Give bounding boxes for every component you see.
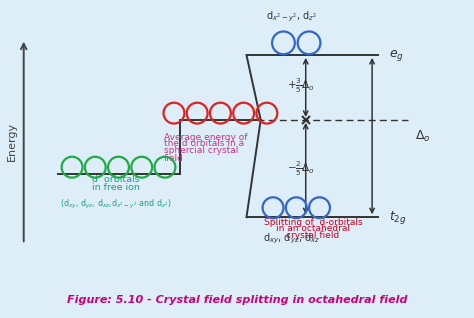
Text: Splitting of  d-orbitals: Splitting of d-orbitals <box>264 218 362 227</box>
Text: d  orbitals: d orbitals <box>92 175 140 184</box>
Text: $t_{2g}$: $t_{2g}$ <box>389 209 406 226</box>
Text: the d orbitals in a: the d orbitals in a <box>164 139 244 148</box>
Text: $\Delta_o$: $\Delta_o$ <box>415 128 430 144</box>
Text: $-\frac{2}{5}\Delta_o$: $-\frac{2}{5}\Delta_o$ <box>287 159 315 178</box>
Text: (d$_{xy}$, d$_{yz}$, d$_{xz}$,d$_{x^2-y^2}$ and d$_{z^2}$): (d$_{xy}$, d$_{yz}$, d$_{xz}$,d$_{x^2-y^… <box>60 198 172 211</box>
Text: crystal field: crystal field <box>286 231 339 240</box>
Text: in an octahedral: in an octahedral <box>276 225 350 233</box>
Text: $e_g$: $e_g$ <box>389 47 403 63</box>
Text: d$_{xy}$, d$_{yz}$, d$_{xz}$: d$_{xy}$, d$_{yz}$, d$_{xz}$ <box>263 232 320 246</box>
Text: in free ion: in free ion <box>92 183 140 192</box>
Text: field: field <box>164 154 183 162</box>
Text: Figure: 5.10 - Crystal field splitting in octahedral field: Figure: 5.10 - Crystal field splitting i… <box>67 295 407 305</box>
Text: sphercial crystal: sphercial crystal <box>164 146 238 155</box>
Text: d$_{x^2-y^2}$, d$_{z^2}$: d$_{x^2-y^2}$, d$_{z^2}$ <box>266 10 317 24</box>
Text: $+\frac{3}{5}\Delta_o$: $+\frac{3}{5}\Delta_o$ <box>287 77 315 95</box>
Text: Average energy of: Average energy of <box>164 133 247 142</box>
Text: Energy: Energy <box>7 122 17 161</box>
